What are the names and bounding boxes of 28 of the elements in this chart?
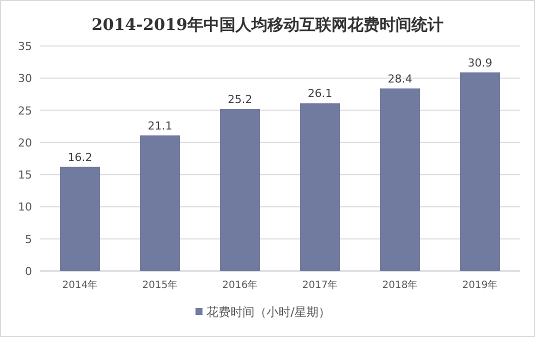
x-tick-label: 2016年	[222, 279, 258, 291]
y-tick-label: 20	[18, 136, 32, 150]
y-tick-label: 25	[18, 104, 32, 118]
x-tick-label: 2015年	[142, 279, 178, 291]
y-tick-label: 10	[18, 200, 32, 214]
data-label: 30.9	[468, 56, 492, 70]
chart-title: 2014-2019年中国人均移动互联网花费时间统计	[92, 15, 444, 34]
bar	[220, 109, 260, 271]
data-label: 25.2	[228, 93, 252, 106]
x-tick-label: 2018年	[382, 279, 418, 291]
bar	[300, 103, 340, 271]
data-label: 21.1	[148, 119, 172, 132]
legend-label: 花费时间（小时/星期）	[206, 305, 331, 319]
x-tick-label: 2017年	[302, 279, 338, 291]
data-label: 16.2	[68, 150, 92, 164]
y-tick-label: 0	[25, 265, 32, 278]
bar	[140, 135, 180, 271]
bar	[460, 72, 500, 271]
x-tick-label: 2014年	[62, 279, 98, 291]
bar	[60, 166, 100, 271]
data-label: 26.1	[308, 87, 332, 100]
x-tick-label: 2019年	[462, 279, 498, 291]
y-tick-label: 5	[25, 232, 32, 246]
y-tick-label: 35	[18, 40, 32, 53]
y-tick-label: 15	[18, 168, 32, 182]
bar	[380, 88, 420, 271]
y-tick-label: 30	[18, 72, 32, 86]
data-label: 28.4	[388, 72, 412, 86]
